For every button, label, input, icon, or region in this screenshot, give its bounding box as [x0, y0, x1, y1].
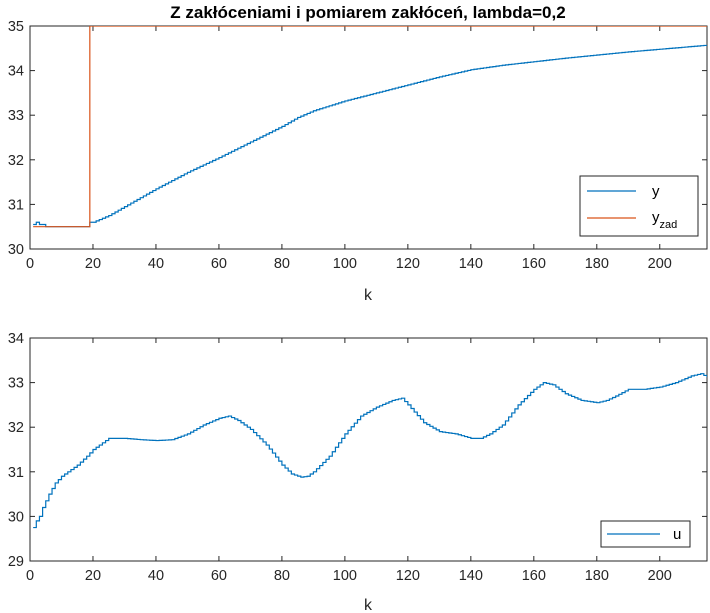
bottom-xtick-label-8: 160: [522, 568, 546, 584]
top-ytick-label-5: 35: [8, 19, 24, 35]
top-series-y: [33, 44, 707, 228]
top-y-axis: 30 31 32 33 34 35: [8, 19, 707, 258]
top-xtick-label-2: 40: [148, 256, 164, 272]
bottom-xtick-label-10: 200: [648, 568, 672, 584]
bottom-ytick-label-3: 32: [8, 420, 24, 436]
top-xtick-label-1: 20: [85, 256, 101, 272]
bottom-xtick-label-0: 0: [26, 568, 34, 584]
top-chart-title: Z zakłóceniami i pomiarem zakłóceń, lamb…: [170, 3, 565, 22]
bottom-legend: u: [600, 520, 691, 548]
top-xtick-label-6: 120: [396, 256, 420, 272]
top-legend: y yzad: [579, 175, 699, 237]
top-xtick-label-4: 80: [274, 256, 290, 272]
top-legend-box: [579, 175, 699, 237]
bottom-xtick-label-4: 80: [274, 568, 290, 584]
bottom-ytick-label-1: 30: [8, 509, 24, 525]
bottom-plot-area: [29, 337, 708, 562]
top-xtick-label-9: 180: [585, 256, 609, 272]
top-xtick-label-3: 60: [211, 256, 227, 272]
bottom-xtick-label-7: 140: [459, 568, 483, 584]
top-ytick-label-0: 30: [8, 242, 24, 258]
bottom-series-group: [33, 373, 707, 529]
bottom-ytick-label-5: 34: [8, 331, 24, 347]
top-xtick-label-10: 200: [648, 256, 672, 272]
top-axes: Z zakłóceniami i pomiarem zakłóceń, lamb…: [8, 3, 708, 304]
top-ytick-label-1: 31: [8, 197, 24, 213]
top-x-axis-label: k: [364, 287, 373, 304]
bottom-ytick-label-4: 33: [8, 376, 24, 392]
top-x-axis: 0 20 40 60 80 100 120 140 160 180 200: [26, 26, 672, 272]
bottom-xtick-label-3: 60: [211, 568, 227, 584]
legend-label-yzad-sub: zad: [660, 219, 678, 231]
bottom-y-axis: 29 30 31 32 33 34: [8, 331, 707, 570]
legend-label-u: u: [673, 526, 681, 543]
bottom-xtick-label-6: 120: [396, 568, 420, 584]
bottom-x-axis-label: k: [364, 597, 373, 613]
bottom-xtick-label-9: 180: [585, 568, 609, 584]
top-xtick-label-0: 0: [26, 256, 34, 272]
bottom-x-axis: 0 20 40 60 80 100 120 140 160 180 200: [26, 338, 672, 584]
top-ytick-label-3: 33: [8, 108, 24, 124]
top-ytick-label-2: 32: [8, 153, 24, 169]
bottom-series-u: [33, 373, 707, 529]
top-xtick-label-8: 160: [522, 256, 546, 272]
bottom-ytick-label-2: 31: [8, 465, 24, 481]
bottom-xtick-label-1: 20: [85, 568, 101, 584]
legend-label-y: y: [652, 183, 660, 200]
legend-label-yzad: yzad: [652, 209, 677, 231]
top-series-group: [33, 26, 707, 228]
bottom-ytick-label-0: 29: [8, 554, 24, 570]
bottom-xtick-label-5: 100: [333, 568, 357, 584]
top-xtick-label-5: 100: [333, 256, 357, 272]
bottom-axes: 29 30 31 32 33 34 0 20 40 60 80 100 120 140 160 180 200…: [8, 331, 708, 613]
legend-label-yzad-main: y: [652, 209, 660, 226]
bottom-xtick-label-2: 40: [148, 568, 164, 584]
top-xtick-label-7: 140: [459, 256, 483, 272]
top-ytick-label-4: 34: [8, 64, 24, 80]
